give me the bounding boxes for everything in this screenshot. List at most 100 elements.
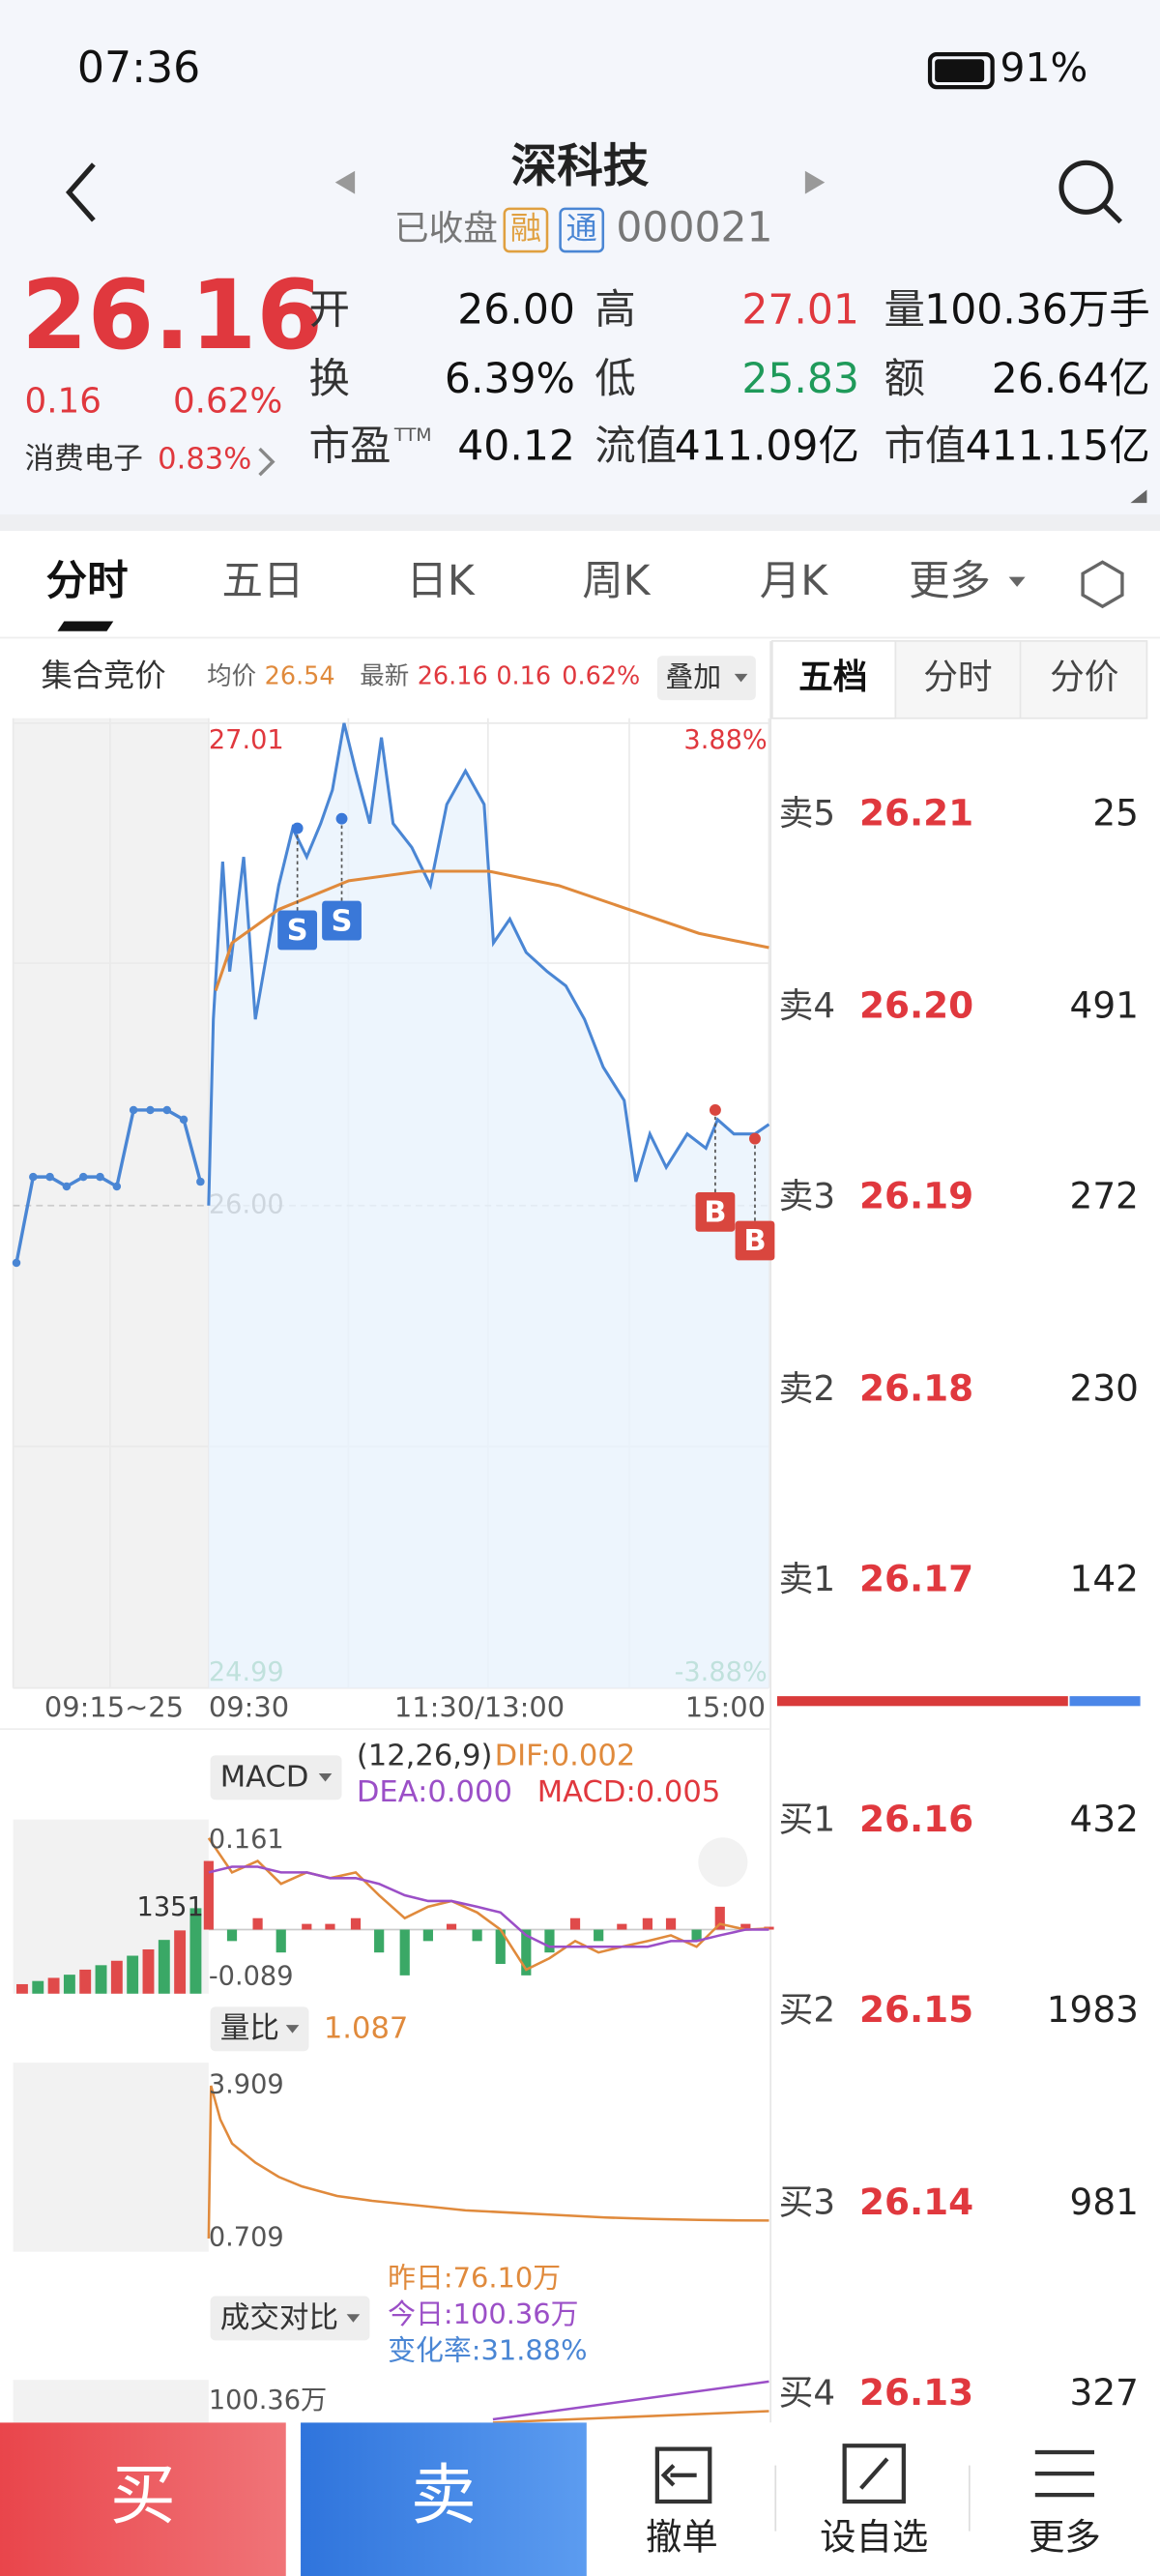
stat-label: 高 (594, 286, 635, 334)
depth-bar-bid (776, 1696, 1068, 1707)
auction-volume-bar (189, 1908, 202, 1994)
overlay-text: 叠加 (665, 660, 721, 693)
latest-change-pct: 0.62% (562, 661, 640, 690)
book-label: 卖2 (779, 1369, 835, 1409)
book-price: 26.14 (859, 2181, 973, 2223)
auction-point (146, 1105, 155, 1115)
book-volume: 230 (1070, 1366, 1139, 1409)
next-stock[interactable] (804, 170, 826, 194)
macd-bar (740, 1923, 751, 1930)
avg-value: 26.54 (265, 661, 335, 690)
back-button[interactable] (65, 162, 96, 222)
cancel-text[interactable]: 撤单 (646, 2516, 718, 2559)
time-label: 09:15~25 (44, 1691, 184, 1724)
marker-box[interactable] (322, 900, 362, 941)
marker-box[interactable] (735, 1220, 775, 1261)
macd-bar (226, 1929, 238, 1942)
watch-text[interactable]: 设自选 (820, 2516, 928, 2559)
dif-line (207, 1837, 769, 1972)
macd-bar (714, 1906, 725, 1930)
dropdown-arrow (285, 2025, 300, 2034)
auction-volume-bar (110, 1960, 123, 1994)
tab[interactable]: 分时 (46, 558, 129, 605)
marker-dot (749, 1132, 761, 1145)
stock-code: 000021 (616, 204, 772, 251)
more-icon[interactable] (1034, 2449, 1095, 2498)
indicator-button[interactable] (210, 2296, 370, 2341)
watch-icon[interactable] (842, 2444, 906, 2504)
time-label: 09:30 (209, 1691, 289, 1724)
auction-volume-bar (95, 1965, 107, 1994)
compare-yesterday: 昨日:76.10万 (388, 2262, 561, 2295)
macd-bar (252, 1917, 263, 1930)
stat-value: 40.12 (457, 424, 575, 471)
sector[interactable]: 消费电子 (24, 442, 142, 476)
marker-label: B (743, 1224, 766, 1258)
book-volume: 491 (1070, 983, 1139, 1026)
auction-point (196, 1177, 205, 1186)
expand-corner[interactable] (1130, 489, 1147, 504)
book-volume: 981 (1070, 2181, 1139, 2223)
stat-value: 6.39% (445, 356, 575, 403)
book-label: 买4 (779, 2374, 835, 2414)
stat-label: 量 (884, 286, 924, 334)
stat-value: 26.64亿 (992, 356, 1150, 403)
price-area (208, 722, 769, 1688)
auction-point (62, 1182, 72, 1191)
cancel-icon[interactable] (654, 2446, 712, 2504)
search-handle (1102, 203, 1123, 224)
dropdown-arrow (346, 2314, 361, 2323)
book-volume: 327 (1070, 2371, 1139, 2414)
sector-arrow[interactable] (258, 447, 276, 477)
more-text[interactable]: 更多 (1029, 2516, 1101, 2559)
book-price: 26.18 (859, 1366, 973, 1409)
overlay-button[interactable] (656, 656, 756, 701)
buy-text: 买 (110, 2458, 176, 2534)
marker-dot (709, 1104, 721, 1116)
tab[interactable]: 日K (406, 558, 475, 605)
settings-icon[interactable] (1081, 560, 1124, 609)
avg-line (214, 869, 769, 991)
content: 07:36 91% 深科技已收盘融通 000021 26.16 0.16 0.62% 消费电子… (0, 44, 1160, 2576)
marker-label: S (287, 914, 308, 948)
auction-volume-bar (142, 1948, 155, 1994)
indicator-name: 成交对比 (220, 2301, 338, 2335)
tag: 通 (566, 210, 597, 247)
side-tab[interactable]: 分价 (1050, 658, 1118, 697)
auction-volume-bar (79, 1969, 92, 1994)
y-min-label: 0.709 (209, 2223, 284, 2253)
auction-point (96, 1172, 104, 1182)
marker-box[interactable] (695, 1191, 736, 1232)
search-button[interactable] (1058, 160, 1114, 215)
auction-volume-bar (32, 1980, 44, 1994)
macd-bar (472, 1929, 482, 1942)
buy-button[interactable] (0, 2422, 286, 2576)
sell-button[interactable] (301, 2422, 587, 2576)
macd-params: (12,26,9) (357, 1740, 493, 1773)
book-volume: 142 (1070, 1558, 1139, 1600)
auction-volume-bar (15, 1983, 28, 1994)
marker-box[interactable] (277, 910, 318, 951)
battery-text: 91% (1000, 44, 1088, 91)
pct-max-label: 3.88% (683, 725, 767, 755)
marker-label: S (332, 904, 353, 938)
indicator-button[interactable] (210, 1755, 342, 1800)
macd-label: MACD:0.005 (537, 1775, 721, 1809)
side-tab[interactable]: 分时 (923, 658, 992, 697)
tab[interactable]: 五日 (221, 558, 304, 605)
tab[interactable]: 周K (582, 558, 651, 605)
stat-value: 27.01 (741, 286, 859, 334)
indicator-button[interactable] (210, 2006, 309, 2052)
tab[interactable]: 月K (760, 558, 828, 605)
time-label: 15:00 (685, 1691, 766, 1724)
prev-stock[interactable] (334, 170, 356, 194)
y-max-label: 0.161 (209, 1825, 284, 1855)
tab[interactable]: 更多 (909, 558, 991, 605)
auction-point (179, 1115, 188, 1125)
macd-bar (617, 1923, 627, 1930)
auction-volume-bar (158, 1940, 170, 1994)
auction-bg (13, 2063, 209, 2252)
fullscreen-button[interactable] (698, 1837, 748, 1888)
side-tab[interactable]: 五档 (798, 658, 867, 697)
depth-bar-ask (1069, 1696, 1141, 1707)
